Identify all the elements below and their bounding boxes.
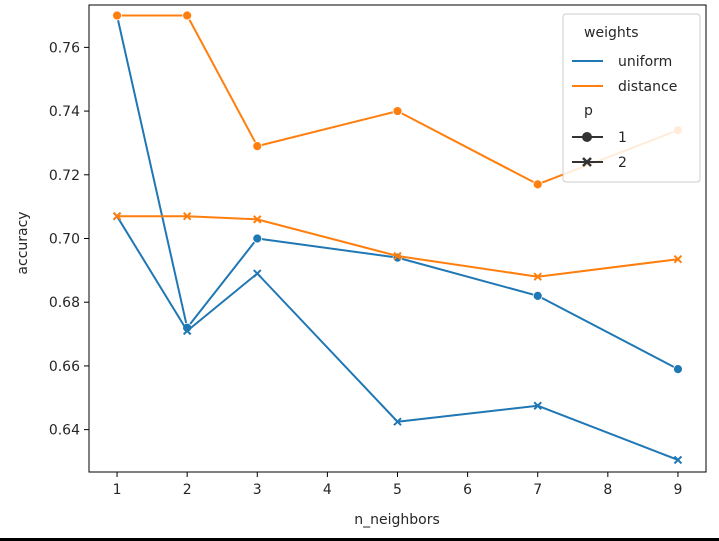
y-axis: 0.64 0.66 0.68 0.70 0.72 0.74 0.76: [49, 40, 89, 439]
series-uniform-p2-point: [182, 326, 192, 336]
series-distance-p2-line: [117, 215, 679, 278]
x-tick-label: 7: [533, 482, 542, 498]
series-distance-p2-point: [253, 215, 262, 224]
legend-swatch-p1-marker: [582, 132, 592, 142]
legend: weights uniform distance p 1 2: [562, 13, 701, 183]
legend-swatch-p2-marker: [582, 157, 592, 167]
series-distance-p2-point: [673, 254, 683, 264]
x-axis-label: n_neighbors: [354, 512, 440, 528]
x-tick-label: 9: [673, 482, 682, 498]
legend-title-p: p: [584, 103, 593, 119]
series-uniform-p1-point: [252, 233, 263, 244]
bottom-border: [0, 538, 719, 541]
legend-title-weights: weights: [584, 25, 639, 41]
x-tick-label: 8: [603, 482, 612, 498]
x-tick-label: 5: [393, 482, 402, 498]
series-distance-p2-point: [393, 251, 402, 261]
series-distance-p2-point: [182, 211, 192, 221]
series-layer: [112, 10, 683, 465]
series-uniform-p2: [112, 211, 683, 465]
legend-box: [562, 13, 701, 183]
x-tick-label: 3: [253, 482, 262, 498]
series-distance-p1-point: [252, 141, 263, 152]
legend-label-p2: 2: [618, 155, 627, 171]
y-tick-label: 0.68: [49, 295, 80, 311]
series-uniform-p1-point: [532, 290, 543, 301]
y-tick-label: 0.70: [49, 232, 80, 248]
legend-label-p1: 1: [618, 130, 627, 146]
x-tick-label: 6: [463, 482, 472, 498]
y-tick-label: 0.72: [49, 168, 80, 184]
series-uniform-p1-point: [673, 364, 683, 375]
x-tick-label: 4: [323, 482, 332, 498]
series-uniform-p2-point: [393, 417, 402, 426]
series-distance-p2: [112, 211, 683, 281]
x-tick-label: 2: [183, 482, 192, 498]
series-distance-p1-line: [117, 14, 679, 186]
series-distance-p1-point: [112, 10, 122, 21]
series-uniform-p2-point: [673, 455, 683, 465]
legend-label-uniform: uniform: [618, 54, 672, 70]
y-tick-label: 0.64: [49, 423, 80, 439]
series-distance-p1-point: [392, 106, 403, 116]
y-tick-label: 0.66: [49, 359, 80, 375]
series-distance-p1-point: [532, 179, 543, 190]
x-axis: 1 2 3 4 5 6 7 8 9: [113, 472, 682, 498]
series-uniform-p2-point: [253, 269, 262, 278]
series-distance-p2-point: [533, 272, 542, 281]
series-uniform-p1-line: [116, 15, 679, 370]
x-tick-label: 1: [113, 482, 122, 498]
series-distance-p1-point: [182, 10, 193, 21]
y-tick-label: 0.74: [49, 104, 80, 120]
y-axis-label: accuracy: [15, 211, 31, 274]
series-distance-p2-point: [112, 211, 122, 221]
legend-label-distance: distance: [618, 79, 677, 95]
series-uniform-p2-point: [533, 401, 542, 410]
series-uniform-p2-line: [116, 215, 679, 461]
y-tick-label: 0.76: [49, 40, 80, 56]
